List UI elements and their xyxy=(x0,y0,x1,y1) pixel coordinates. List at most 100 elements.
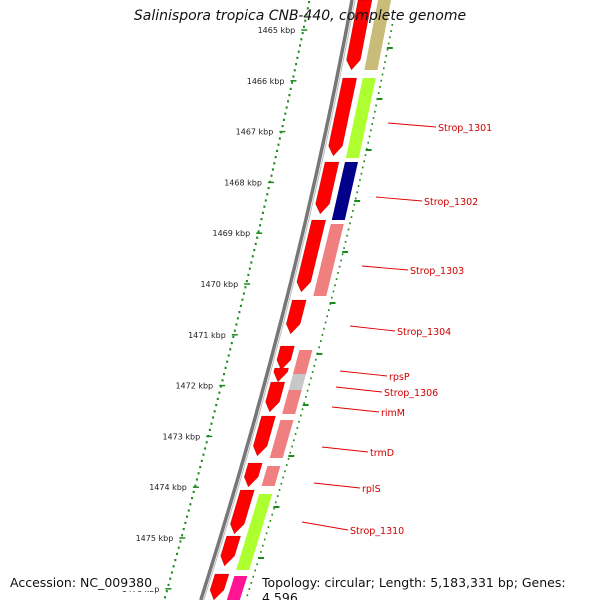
track-dot xyxy=(363,160,365,163)
scale-dot xyxy=(236,317,239,320)
scale-dot xyxy=(281,125,284,128)
scale-dot xyxy=(308,1,311,4)
scale-dot xyxy=(306,7,309,10)
category-block xyxy=(288,374,306,390)
backbone-track xyxy=(199,0,356,600)
scale-dot xyxy=(202,453,205,456)
track-dot xyxy=(371,123,374,125)
cds-arrow xyxy=(328,77,358,157)
label-leader-line xyxy=(349,325,396,332)
track-dot xyxy=(285,464,288,466)
cds-arrow xyxy=(265,381,286,413)
track-dot xyxy=(357,185,360,187)
scale-dot xyxy=(264,199,267,202)
track-dot xyxy=(375,104,377,107)
gene-label[interactable]: rplS xyxy=(362,484,381,495)
track-dot xyxy=(366,148,368,150)
category-block xyxy=(345,78,376,158)
track-dot xyxy=(265,532,268,535)
kbp-tick-label: 1468 kbp xyxy=(224,178,262,187)
scale-dot xyxy=(189,503,192,506)
track-dot xyxy=(271,513,273,516)
track-dot xyxy=(380,79,383,82)
cds-arrow xyxy=(276,345,295,371)
track-dot xyxy=(278,489,281,491)
scale-dot xyxy=(197,472,200,475)
track-dot xyxy=(389,36,391,39)
gene-label[interactable]: Strop_1302 xyxy=(424,197,478,208)
track-dot xyxy=(359,179,361,181)
track-dot xyxy=(370,129,372,132)
track-dot xyxy=(293,439,295,442)
track-dot xyxy=(250,582,253,584)
scale-dot xyxy=(216,397,219,400)
track-dot xyxy=(346,234,348,237)
track-dot xyxy=(340,259,342,262)
gene-label[interactable]: Strop_1303 xyxy=(410,266,464,277)
gene-label[interactable]: Strop_1310 xyxy=(350,526,404,537)
scale-dot xyxy=(165,590,168,593)
cds-arrow xyxy=(346,0,373,71)
scale-dot xyxy=(226,360,229,363)
track-dot xyxy=(335,278,338,280)
scale-dot xyxy=(208,428,211,431)
scale-dot xyxy=(292,75,295,78)
scale-dot xyxy=(223,373,226,376)
map-title: Salinispora tropica CNB-440, complete ge… xyxy=(133,8,467,24)
scale-dot xyxy=(184,521,187,524)
gene-label[interactable]: Strop_1304 xyxy=(397,327,451,338)
category-block xyxy=(226,576,248,600)
scale-dot xyxy=(287,100,290,103)
cds-arrow xyxy=(252,415,276,457)
track-dot xyxy=(344,241,347,243)
scale-dot xyxy=(199,466,202,469)
gene-label[interactable]: Strop_1301 xyxy=(438,123,492,134)
track-dot xyxy=(372,117,375,119)
scale-dot xyxy=(164,596,167,599)
track-dot xyxy=(252,575,255,578)
track-dot xyxy=(360,172,363,175)
track-dot xyxy=(387,42,390,45)
track-dot xyxy=(275,501,277,504)
gene-label[interactable]: rpsP xyxy=(389,372,410,383)
scale-dot xyxy=(250,261,253,264)
scale-dot xyxy=(296,56,299,59)
track-dot xyxy=(343,247,345,249)
scale-dot xyxy=(284,112,287,115)
scale-dot xyxy=(221,379,224,382)
track-dot xyxy=(376,98,379,101)
track-dot xyxy=(319,340,322,342)
genome-summary: Topology: circular; Length: 5,183,331 bp… xyxy=(260,574,600,600)
scale-dot xyxy=(215,404,218,407)
track-dot xyxy=(301,408,304,411)
track-dot xyxy=(347,228,350,231)
category-block xyxy=(269,420,294,458)
track-dot xyxy=(379,86,381,88)
track-dot xyxy=(377,92,380,94)
label-leader-line xyxy=(321,446,369,453)
track-dot xyxy=(263,538,266,541)
gene-label[interactable]: trmD xyxy=(370,448,394,459)
scale-dot xyxy=(301,32,304,35)
accession-label: Accession: NC_009380 xyxy=(8,574,155,591)
category-block xyxy=(364,0,391,70)
track-dot xyxy=(364,154,367,156)
category-block xyxy=(331,162,358,220)
scale-dot xyxy=(278,137,281,140)
track-dot xyxy=(296,427,299,429)
track-dot xyxy=(276,495,279,497)
scale-dot xyxy=(169,577,172,580)
track-dot xyxy=(282,476,284,479)
category-block xyxy=(293,350,313,374)
track-dot xyxy=(305,396,307,398)
category-block xyxy=(313,224,344,296)
kbp-tick-label: 1469 kbp xyxy=(212,229,250,238)
track-dot xyxy=(310,377,312,380)
track-dot xyxy=(269,520,272,522)
gene-label[interactable]: Strop_1306 xyxy=(384,388,438,399)
gene-label[interactable]: rimM xyxy=(381,408,405,419)
track-dot xyxy=(354,197,357,200)
gene-labels: Strop_1301 Strop_1302 Strop_1303 Strop_1304… xyxy=(301,122,492,537)
cds-arrow xyxy=(220,535,242,567)
